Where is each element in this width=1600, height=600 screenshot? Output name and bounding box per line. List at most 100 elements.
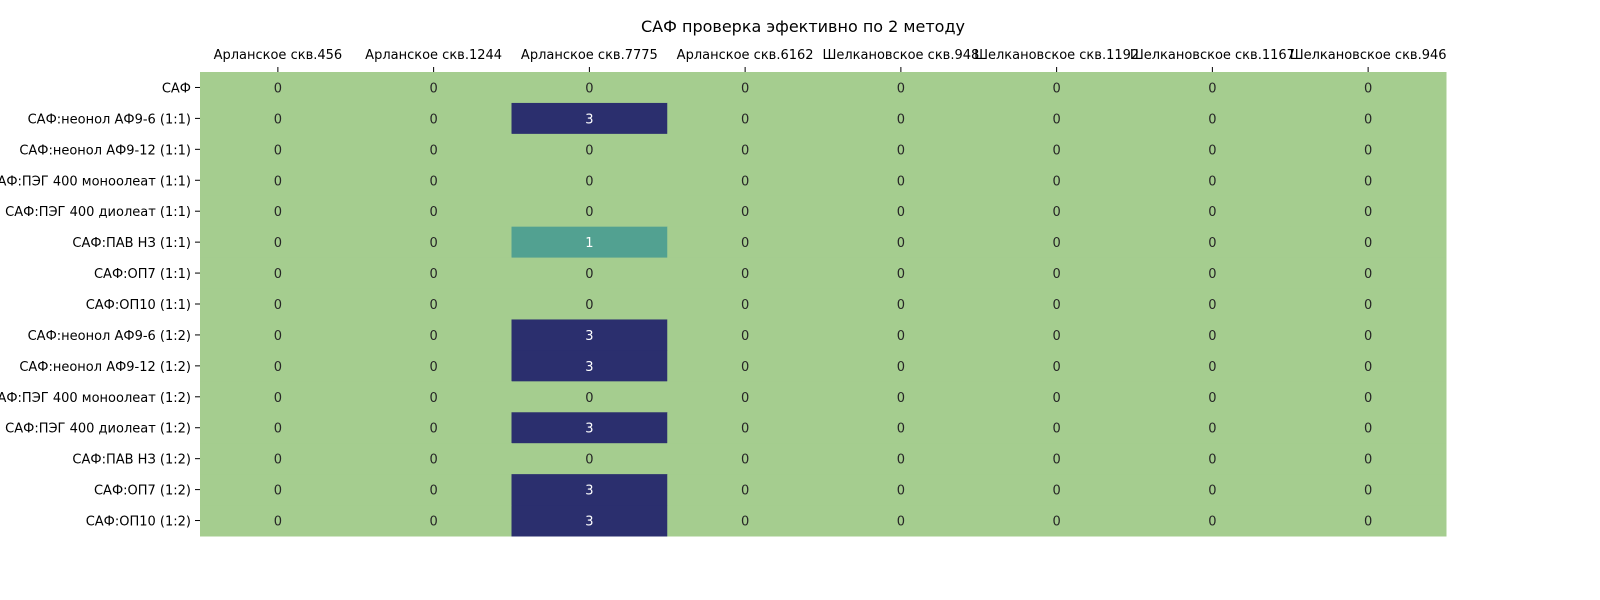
heatmap-cell [1134,381,1291,413]
cell-value-label: 0 [1208,205,1216,220]
cell-value-label: 0 [429,329,437,344]
cell-value-label: 0 [429,453,437,468]
heatmap-cell [978,226,1135,259]
heatmap-cell [355,319,512,351]
heatmap-cell [823,288,980,320]
heatmap-cell [823,474,980,506]
row-label: САФ:ПЭГ 400 моноолеат (1:1) [0,174,191,189]
cell-value-label: 0 [585,298,593,313]
cell-value-label: 0 [585,174,593,189]
heatmap-cell [823,102,980,135]
heatmap-cell [200,72,357,104]
column-label: Шелкановское скв.1192 [974,48,1139,63]
heatmap-cell [511,133,668,166]
heatmap-cell [511,72,668,104]
heatmap-cell [978,443,1135,475]
cell-value-label: 0 [897,298,905,313]
heatmap-cell [1134,443,1291,475]
heatmap-cell [978,319,1135,351]
cell-value-label: 0 [1364,205,1372,220]
cell-value-label: 3 [585,484,593,499]
row-label: САФ:ПЭГ 400 диолеат (1:1) [5,205,191,220]
cell-value-label: 0 [274,81,282,96]
cell-value-label: 0 [429,298,437,313]
heatmap-cell [511,350,668,382]
heatmap-cell [200,350,357,382]
cell-value-label: 0 [585,143,593,158]
cell-value-label: 1 [585,236,593,251]
column-label: Арланское скв.7775 [521,48,658,63]
cell-value-label: 0 [897,205,905,220]
chart-title: САФ проверка эфективно по 2 методу [641,17,965,36]
heatmap-cell [200,319,357,351]
cell-value-label: 0 [1208,298,1216,313]
heatmap-cell [978,72,1135,104]
row-label: САФ:неонол АФ9-6 (1:1) [28,112,191,127]
cell-value-label: 0 [274,329,282,344]
heatmap-cell [978,412,1135,444]
cell-value-label: 3 [585,329,593,344]
cell-value-label: 0 [274,267,282,282]
cell-value-label: 0 [274,174,282,189]
row-label: САФ:ОП7 (1:2) [94,484,191,499]
heatmap-cell [978,350,1135,382]
heatmap-cell [1290,381,1447,413]
cell-value-label: 0 [741,360,749,375]
cell-value-label: 0 [1208,81,1216,96]
heatmap-cell [1290,443,1447,475]
cell-value-label: 0 [1208,515,1216,530]
heatmap-cell [1290,319,1447,351]
cell-value-label: 3 [585,360,593,375]
cell-value-label: 0 [585,205,593,220]
heatmap-cell [511,288,668,320]
heatmap-cell [200,288,357,320]
cell-value-label: 0 [897,81,905,96]
cell-value-label: 0 [1208,267,1216,282]
row-label: САФ:ПАВ НЗ (1:1) [72,236,191,251]
cell-value-label: 0 [1052,422,1060,437]
heatmap-cell [1290,350,1447,382]
column-label: Шелкановское скв.1167 [1130,48,1295,63]
cell-value-label: 0 [1052,143,1060,158]
cell-value-label: 0 [1364,112,1372,127]
cell-value-label: 0 [1364,329,1372,344]
heatmap-cell [1134,72,1291,104]
heatmap-cell [978,505,1135,537]
heatmap-cell [511,226,668,259]
cell-value-label: 0 [1052,112,1060,127]
heatmap-cell [823,257,980,290]
cell-value-label: 0 [1364,422,1372,437]
cell-value-label: 0 [1052,329,1060,344]
cell-value-label: 0 [1052,205,1060,220]
cell-value-label: 0 [1208,143,1216,158]
cell-value-label: 0 [741,205,749,220]
cell-value-label: 0 [274,360,282,375]
heatmap-cell [667,505,824,537]
cell-value-label: 0 [1208,112,1216,127]
cell-value-label: 0 [1052,484,1060,499]
cell-value-label: 0 [1052,267,1060,282]
heatmap-cell [823,505,980,537]
heatmap-cell [511,412,668,444]
cell-value-label: 0 [741,453,749,468]
heatmap-cell [1134,226,1291,259]
column-label: Шелкановское скв.948 [822,48,979,63]
cell-value-label: 0 [741,267,749,282]
heatmap-cell [667,350,824,382]
heatmap-cell [1134,319,1291,351]
heatmap-cell [978,133,1135,166]
cell-value-label: 0 [741,81,749,96]
column-label: Шелкановское скв.946 [1290,48,1447,63]
heatmap-cell [978,257,1135,290]
cell-value-label: 0 [897,360,905,375]
heatmap-cell [200,133,357,166]
heatmap-cell [355,257,512,290]
cell-value-label: 0 [429,236,437,251]
heatmap-cell [355,443,512,475]
cell-value-label: 0 [274,205,282,220]
cell-value-label: 0 [1364,298,1372,313]
heatmap-cell [978,195,1135,228]
cell-value-label: 0 [897,329,905,344]
cell-value-label: 0 [585,81,593,96]
heatmap-cell [511,505,668,537]
